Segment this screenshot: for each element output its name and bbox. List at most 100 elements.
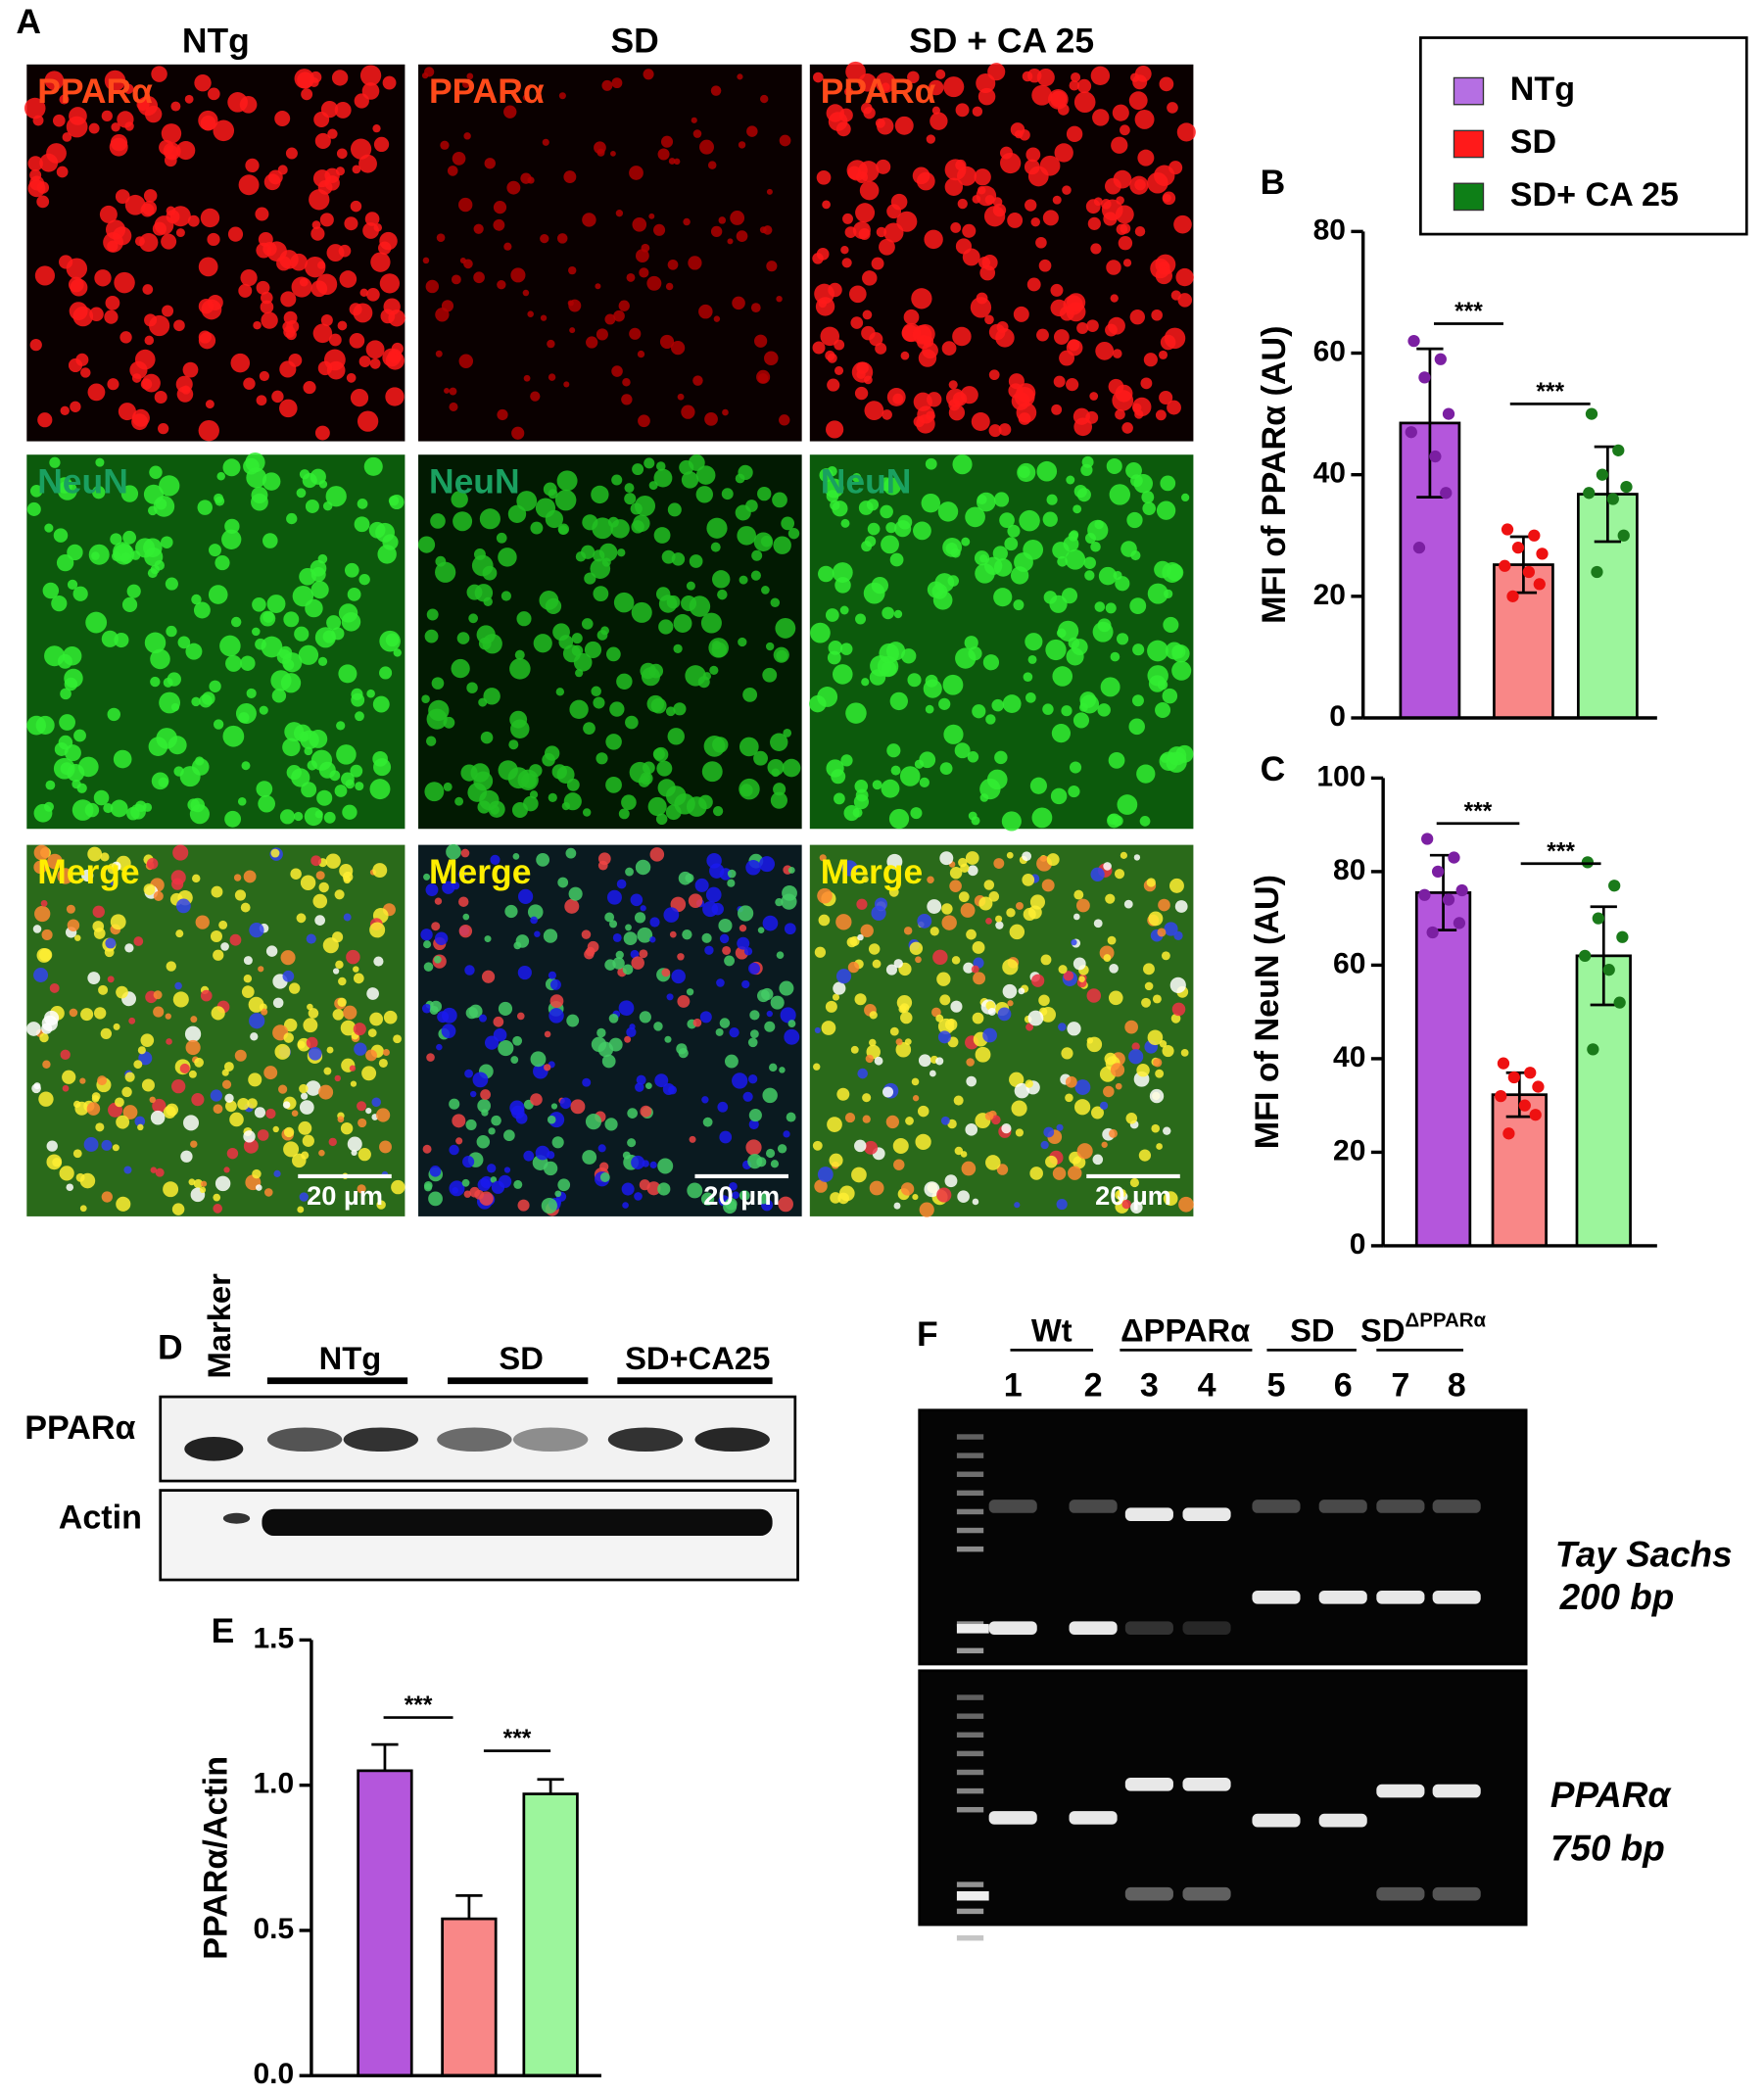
cell: [732, 296, 745, 310]
cell: [1056, 1199, 1068, 1211]
cell: [927, 581, 944, 598]
cell: [110, 914, 126, 930]
cell: [916, 414, 935, 434]
cell: [935, 69, 946, 79]
ladder-band: [956, 1908, 984, 1915]
cell: [590, 558, 611, 579]
cell: [739, 1190, 750, 1201]
cell: [1018, 465, 1030, 479]
cell: [960, 903, 976, 918]
cell: [369, 779, 391, 800]
cell: [657, 1182, 671, 1196]
cell: [1164, 589, 1173, 598]
cell: [93, 789, 110, 806]
cell: [87, 846, 103, 862]
cell: [523, 795, 539, 812]
cell: [968, 646, 982, 661]
cell: [613, 592, 635, 613]
cell: [857, 1068, 868, 1079]
cell: [1147, 640, 1168, 662]
cell: [280, 950, 296, 966]
cell: [91, 1095, 100, 1103]
cell: [422, 257, 430, 264]
cell: [832, 562, 853, 583]
cell: [813, 1063, 821, 1071]
cell: [452, 152, 466, 166]
cell: [936, 972, 951, 986]
gel-label: 750 bp: [1550, 1829, 1665, 1869]
cell: [512, 1035, 523, 1046]
cell: [861, 325, 876, 341]
cell: [1147, 171, 1168, 194]
cell: [701, 1096, 709, 1104]
cell: [92, 486, 106, 500]
cell: [1002, 983, 1018, 999]
cell: [1151, 309, 1163, 321]
micrograph: [417, 454, 802, 830]
cell: [150, 1167, 158, 1173]
cell: [743, 947, 753, 956]
cell: [290, 868, 302, 880]
cell: [1025, 1079, 1033, 1088]
cell: [1031, 807, 1053, 829]
cell: [611, 365, 623, 377]
data-point: [1502, 1127, 1515, 1140]
cell: [1039, 155, 1061, 176]
cell: [847, 961, 860, 974]
cell: [591, 686, 601, 697]
cell: [618, 1000, 635, 1017]
cell: [1148, 911, 1164, 927]
ladder-band: [956, 1806, 984, 1813]
cell: [644, 457, 655, 469]
cell: [240, 902, 251, 913]
cell: [29, 175, 45, 191]
cell: [689, 595, 711, 617]
cell: [664, 1035, 672, 1043]
cell: [36, 947, 52, 963]
cell: [665, 804, 682, 821]
cell: [1051, 404, 1063, 415]
cell: [995, 921, 1004, 929]
cell: [738, 141, 746, 149]
cell: [862, 270, 878, 286]
cell: [44, 71, 65, 91]
cell: [363, 456, 383, 476]
cell: [678, 871, 692, 885]
cell: [358, 154, 377, 173]
cell: [153, 890, 164, 901]
gel-band: [988, 1621, 1037, 1635]
cell: [121, 1086, 132, 1098]
cell: [851, 1167, 867, 1183]
cell: [421, 694, 430, 703]
cell: [234, 1049, 247, 1062]
cell: [229, 1112, 244, 1127]
cell: [171, 1203, 185, 1215]
cell: [643, 761, 655, 775]
cell: [686, 988, 694, 996]
cell: [272, 997, 284, 1009]
cell: [1133, 854, 1141, 861]
cell: [487, 1164, 497, 1173]
cell: [784, 1028, 800, 1045]
cell: [1061, 705, 1073, 717]
cell: [838, 1185, 855, 1202]
cell: [297, 1040, 306, 1049]
cell: [1125, 1113, 1138, 1124]
micrograph: [809, 61, 1196, 442]
cell: [425, 279, 440, 294]
cell: [1129, 309, 1146, 325]
cell: [816, 169, 832, 185]
cell: [200, 208, 220, 228]
cell: [918, 349, 937, 367]
cell: [285, 329, 297, 341]
cell: [738, 637, 747, 647]
cell: [761, 586, 770, 595]
cell: [1131, 694, 1144, 707]
cell: [72, 306, 94, 327]
cell: [314, 810, 323, 819]
cell: [95, 1122, 105, 1132]
cell: [227, 92, 248, 113]
cell: [104, 70, 126, 92]
cell: [1112, 104, 1129, 121]
cell: [1066, 475, 1075, 485]
